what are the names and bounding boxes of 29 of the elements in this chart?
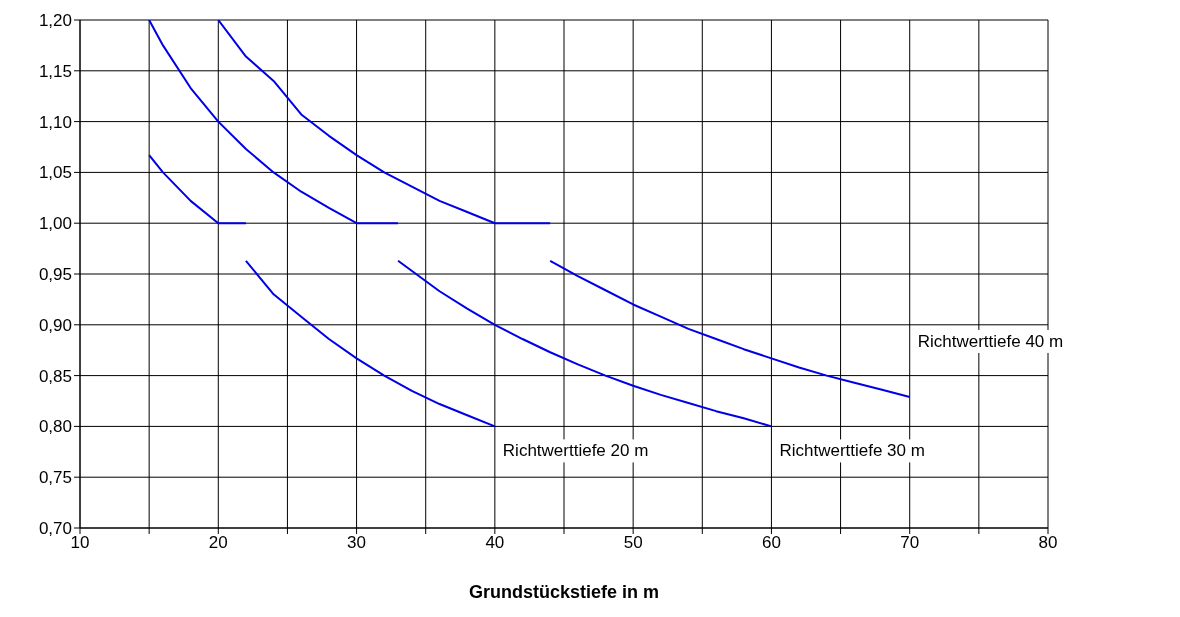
line-series	[217, 20, 552, 225]
x-tick-label: 20	[208, 533, 228, 553]
y-tick-label: 1,00	[38, 214, 72, 234]
y-tick-label: 1,10	[38, 112, 72, 132]
y-tick-label: 0,85	[38, 366, 72, 386]
x-tick-label: 70	[900, 533, 920, 553]
y-tick-label: 0,80	[38, 417, 72, 437]
y-tick-label: 1,15	[38, 61, 72, 81]
x-axis-title: Grundstückstiefe in m	[468, 582, 660, 602]
x-tick-label: 10	[70, 533, 90, 553]
y-tick-label: 0,95	[38, 265, 72, 285]
y-tick-label: 1,05	[38, 163, 72, 183]
x-tick-label: 50	[623, 533, 643, 553]
line-series	[148, 154, 247, 225]
x-tick-label: 40	[485, 533, 505, 553]
annotation: Richtwerttiefe 40 m	[917, 331, 1064, 351]
line-series	[549, 259, 911, 398]
y-tick-label: 1,20	[38, 11, 72, 31]
x-tick-label: 30	[347, 533, 367, 553]
annotation: Richtwerttiefe 30 m	[779, 441, 925, 461]
x-tick-label: 60	[761, 533, 781, 553]
line-series	[148, 20, 400, 225]
y-tick-label: 0,75	[38, 468, 72, 488]
line-series	[244, 259, 496, 428]
annotation: Richtwerttiefe 20 m	[502, 441, 649, 461]
x-tick-label: 80	[1038, 533, 1058, 553]
y-tick-label: 0,90	[38, 315, 72, 335]
line-series	[397, 259, 773, 428]
y-tick-label: 0,70	[38, 519, 72, 539]
